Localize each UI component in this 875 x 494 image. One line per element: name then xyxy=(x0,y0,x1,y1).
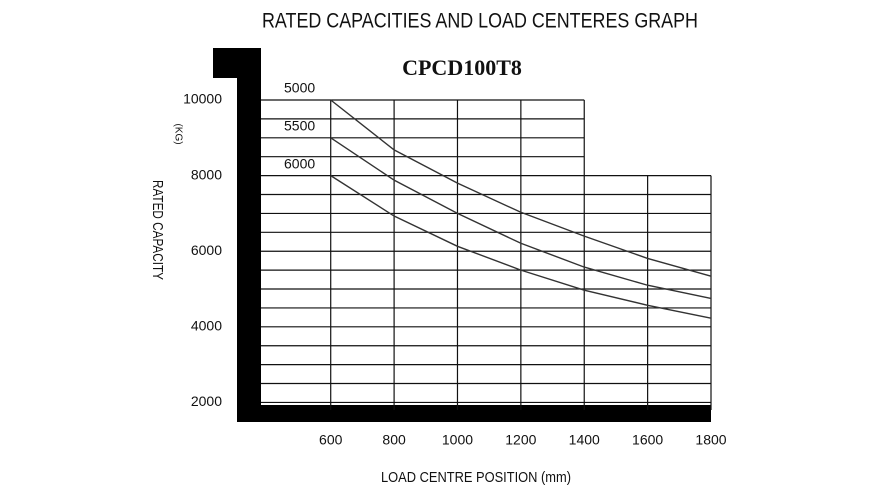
x-tick-label: 1200 xyxy=(505,432,536,448)
x-axis-label: LOAD CENTRE POSITION (mm) xyxy=(381,469,571,486)
axis-frame xyxy=(213,48,711,422)
series-line xyxy=(330,99,712,277)
chart-title: RATED CAPACITIES AND LOAD CENTERES GRAPH xyxy=(262,10,698,33)
series-line xyxy=(330,175,712,319)
x-tick-label: 1400 xyxy=(569,432,600,448)
y-tick-label: 10000 xyxy=(183,91,222,107)
legend-label: 5000 xyxy=(284,80,315,96)
x-tick-label: 1600 xyxy=(632,432,663,448)
x-tick-label: 600 xyxy=(319,432,343,448)
y-axis-label: RATED CAPACITY xyxy=(149,180,166,280)
y-tick-label: 8000 xyxy=(191,166,222,182)
x-tick-label: 800 xyxy=(382,432,406,448)
series-line xyxy=(330,137,712,300)
x-tick-label: 1000 xyxy=(442,432,473,448)
legend-label: 6000 xyxy=(284,155,315,171)
x-tick-label: 1800 xyxy=(695,432,726,448)
y-tick-label: 2000 xyxy=(191,393,222,409)
chart-subtitle: CPCD100T8 xyxy=(402,55,522,80)
y-tick-label: 4000 xyxy=(191,318,222,334)
legend-label: 5500 xyxy=(284,118,315,134)
y-tick-label: 6000 xyxy=(191,242,222,258)
y-axis-unit: (KG) xyxy=(172,123,183,144)
